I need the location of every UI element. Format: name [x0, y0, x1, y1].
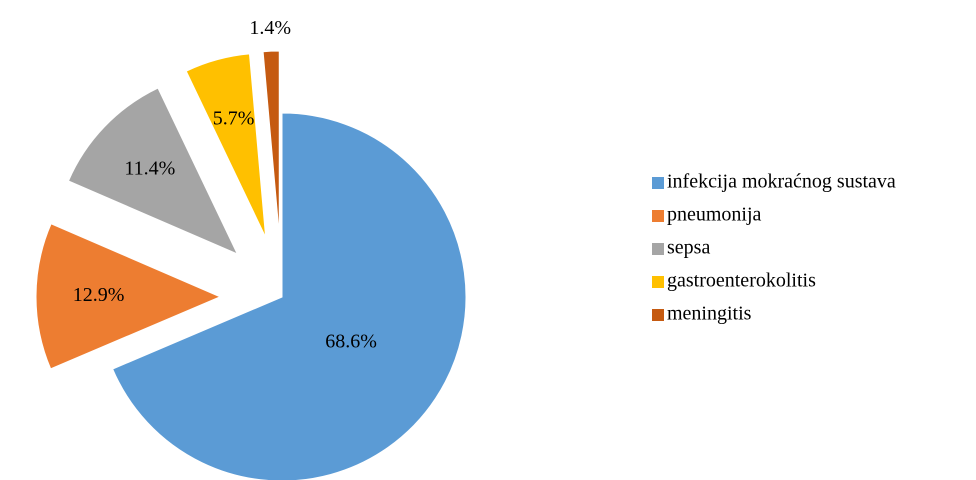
- data-label: 1.4%: [249, 17, 291, 39]
- legend-label: gastroenterokolitis: [667, 270, 816, 292]
- legend-label: pneumonija: [667, 204, 762, 226]
- data-label: 68.6%: [325, 330, 377, 352]
- data-label: 12.9%: [73, 284, 125, 306]
- pie-slice: [35, 223, 222, 370]
- pie-slice: [112, 112, 467, 480]
- legend-swatch: [652, 243, 664, 255]
- legend-label: meningitis: [667, 303, 752, 325]
- legend-swatch: [652, 276, 664, 288]
- data-label: 5.7%: [213, 108, 255, 130]
- pie-slice: [185, 53, 267, 238]
- legend-label: sepsa: [667, 237, 710, 259]
- legend-swatch: [652, 309, 664, 321]
- legend-swatch: [652, 177, 664, 189]
- pie-slice: [262, 50, 280, 236]
- legend-swatch: [652, 210, 664, 222]
- legend-label: infekcija mokraćnog sustava: [667, 171, 896, 193]
- pie-slice: [67, 87, 239, 255]
- data-label: 11.4%: [124, 157, 175, 179]
